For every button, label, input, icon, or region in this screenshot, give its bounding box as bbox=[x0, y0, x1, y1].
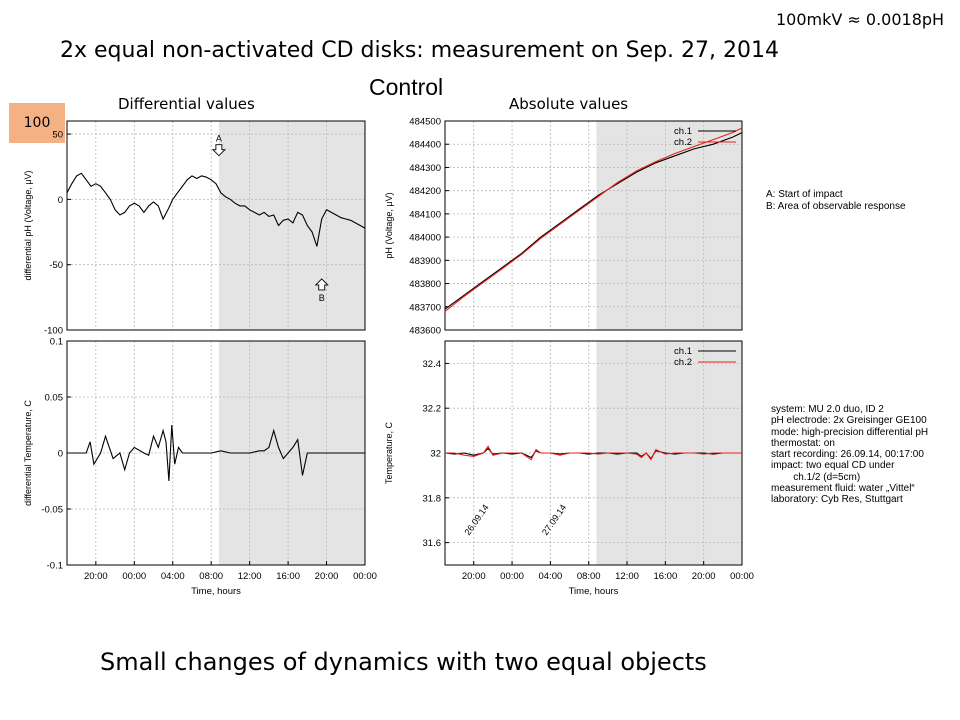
y-tick-label: 31.6 bbox=[423, 538, 442, 549]
left-caption: Differential values bbox=[118, 95, 255, 113]
y-tick-label: 0.05 bbox=[45, 393, 64, 404]
x-tick-label: 20:00 bbox=[84, 571, 108, 582]
measurement-info: system: MU 2.0 duo, ID 2 pH electrode: 2… bbox=[771, 404, 928, 506]
series-line-ch2 bbox=[445, 445, 742, 461]
chart-abs-temp: 32.4 32.2 32 31.8 31.6 20:00 00:00 04:00 08:00 12… bbox=[384, 340, 754, 597]
x-tick-label: 20:00 bbox=[315, 571, 339, 582]
series-line-ch2 bbox=[444, 127, 743, 312]
y-tick-label: 32.4 bbox=[423, 359, 442, 370]
legend-label: ch.2 bbox=[674, 357, 692, 368]
legend-label: ch.2 bbox=[674, 137, 692, 148]
info-line: mode: high-precision differential pH bbox=[771, 426, 929, 438]
y-axis-label: differential pH (Voltage, μV) bbox=[23, 170, 33, 280]
x-tick-label: 16:00 bbox=[653, 571, 677, 582]
y-axis-label: pH (Voltage, μV) bbox=[384, 192, 394, 258]
y-tick-label: 50 bbox=[52, 130, 63, 141]
arrow-down-icon bbox=[211, 144, 226, 157]
x-tick-label: 08:00 bbox=[577, 571, 601, 582]
shaded-region bbox=[218, 121, 365, 330]
chart-diff-ph: 50 0 -50 -100 differential pH (Voltage, μV) A… bbox=[23, 120, 366, 337]
x-tick-label: 04:00 bbox=[538, 571, 562, 582]
y-tick-label: 483800 bbox=[409, 279, 441, 290]
x-tick-label: 12:00 bbox=[238, 571, 262, 582]
x-tick-label: 00:00 bbox=[500, 571, 524, 582]
info-line: impact: two equal CD under bbox=[771, 460, 895, 472]
annotation-label: B bbox=[319, 293, 325, 303]
x-axis-label: Time, hours bbox=[191, 586, 241, 597]
info-line: ch.1/2 (d=5cm) bbox=[771, 471, 861, 483]
chart-abs-ph: 484500 484400 484300 484200 484100 484000 4839… bbox=[384, 117, 743, 337]
y-tick-label: 484300 bbox=[409, 163, 441, 174]
y-axis-label: Temperature, C bbox=[384, 421, 394, 484]
y-tick-label: 31.8 bbox=[423, 493, 442, 504]
x-tick-label: 16:00 bbox=[276, 571, 300, 582]
info-line: system: MU 2.0 duo, ID 2 bbox=[771, 404, 884, 415]
value-badge: 100 bbox=[9, 103, 65, 143]
series-line-ch1 bbox=[444, 132, 743, 310]
x-tick-label: 20:00 bbox=[462, 571, 486, 582]
plot-frame bbox=[444, 120, 743, 331]
x-tick-label: 08:00 bbox=[199, 571, 223, 582]
legend-note-a: A: Start of impact bbox=[766, 189, 843, 200]
y-axis-label: differential Temperature, C bbox=[23, 400, 33, 506]
chart-diff-temp: 0.1 0.05 0 -0.05 -0.1 20:00 00:00 04:00 08:00 12:… bbox=[23, 337, 377, 598]
shaded-region bbox=[596, 121, 742, 330]
x-tick-label: 04:00 bbox=[161, 571, 185, 582]
annotation-label: A bbox=[216, 134, 222, 144]
legend-label: ch.1 bbox=[674, 126, 692, 137]
date-label: 27.09.14 bbox=[540, 503, 568, 537]
y-tick-label: 0.1 bbox=[50, 337, 63, 348]
y-tick-label: -50 bbox=[49, 260, 63, 271]
page-title: 2x equal non-activated CD disks: measure… bbox=[60, 38, 779, 63]
x-tick-label: 00:00 bbox=[122, 571, 146, 582]
info-line: thermostat: on bbox=[771, 437, 835, 449]
conversion-note: 100mkV ≈ 0.0018pH bbox=[776, 10, 945, 29]
arrow-up-icon bbox=[314, 278, 329, 291]
x-tick-label: 00:00 bbox=[730, 571, 754, 582]
legend-label: ch.1 bbox=[674, 346, 692, 357]
right-caption: Absolute values bbox=[509, 95, 629, 113]
x-tick-label: 00:00 bbox=[353, 571, 377, 582]
info-line: start recording: 26.09.14, 00:17:00 bbox=[771, 449, 924, 461]
y-tick-label: 484400 bbox=[409, 140, 441, 151]
series-line-main bbox=[67, 424, 365, 482]
y-tick-label: -100 bbox=[44, 326, 63, 337]
y-tick-label: 484500 bbox=[409, 117, 441, 128]
y-tick-label: 484200 bbox=[409, 186, 441, 197]
plot-frame bbox=[66, 120, 366, 331]
info-line: laboratory: Cyb Res, Stuttgart bbox=[771, 494, 903, 506]
info-line: pH electrode: 2x Greisinger GE100 bbox=[771, 415, 927, 427]
y-tick-label: 32.2 bbox=[423, 404, 442, 415]
info-line: measurement fluid: water „Vittel“ bbox=[771, 483, 915, 495]
x-tick-label: 20:00 bbox=[692, 571, 716, 582]
y-tick-label: 484000 bbox=[409, 233, 441, 244]
y-tick-label: 483600 bbox=[409, 326, 441, 337]
date-label: 26.09.14 bbox=[462, 503, 490, 537]
y-tick-label: -0.05 bbox=[41, 505, 63, 516]
y-tick-label: 32 bbox=[430, 449, 441, 460]
y-tick-label: 0 bbox=[58, 195, 63, 206]
y-tick-label: 483700 bbox=[409, 302, 441, 313]
x-axis-label: Time, hours bbox=[569, 586, 619, 597]
legend-note-b: B: Area of observable response bbox=[766, 201, 906, 212]
y-tick-label: 483900 bbox=[409, 256, 441, 267]
conclusion-text: Small changes of dynamics with two equal… bbox=[100, 648, 707, 676]
series-line-main bbox=[66, 172, 366, 247]
y-tick-label: 0 bbox=[58, 449, 63, 460]
y-tick-label: -0.1 bbox=[47, 561, 63, 572]
x-tick-label: 12:00 bbox=[615, 571, 639, 582]
y-tick-label: 484100 bbox=[409, 209, 441, 220]
control-label: Control bbox=[369, 74, 444, 100]
